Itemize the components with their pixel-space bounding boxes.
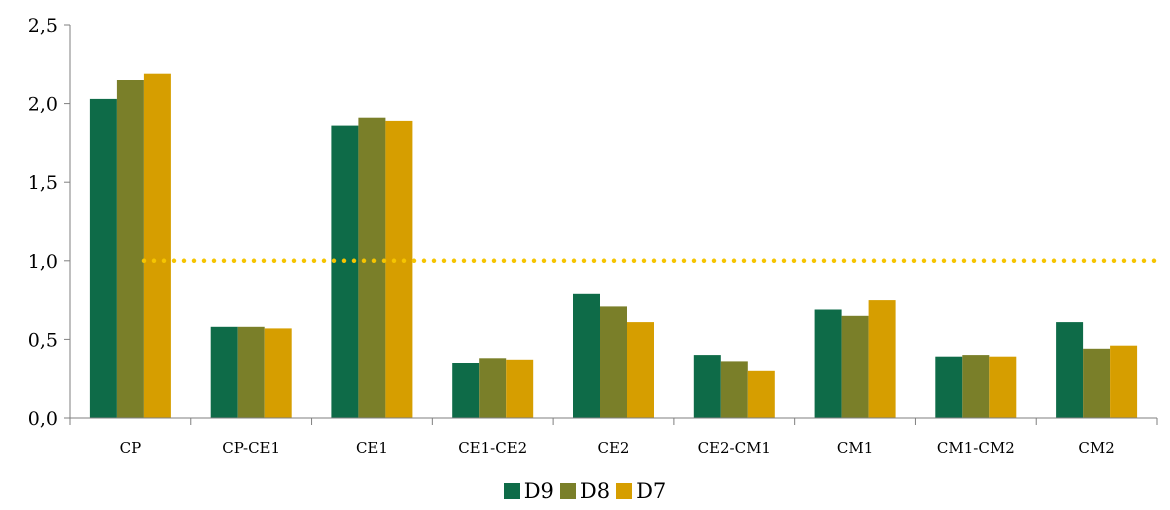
bar-d8-ce1 [358, 117, 386, 418]
x-tick-label: CE2 [598, 439, 630, 457]
bar-d9-cp-ce1 [210, 326, 238, 418]
x-tick-label: CM2 [1078, 439, 1114, 457]
x-tick-label: CP [120, 439, 142, 457]
bar-d8-cp [116, 80, 144, 418]
legend-item-d8: D8 [559, 479, 611, 503]
bar-d9-cp [89, 98, 117, 419]
bar-d9-cm2 [1056, 322, 1084, 418]
bar-d8-cm2 [1083, 348, 1111, 418]
bar-d9-ce2-cm1 [693, 355, 721, 418]
y-tick-label: 1,5 [28, 172, 58, 194]
legend-swatch-d8 [559, 483, 576, 499]
x-tick-label: CE2-CM1 [698, 439, 771, 457]
bars-layer [89, 73, 1138, 419]
axes-layer: 0,0 0,5 1,0 1,5 2,0 2,5 CP CP-CE1 CE1 CE1-CE2 CE2 C… [28, 15, 1158, 457]
x-tick-label: CE1 [356, 439, 388, 457]
y-tick-label: 2,5 [28, 15, 58, 37]
x-tick-label: CM1 [837, 439, 873, 457]
legend-item-d7: D7 [616, 479, 666, 503]
bar-d8-cp-ce1 [237, 326, 265, 418]
legend-item-d9: D9 [503, 479, 554, 503]
bar-d9-ce2 [573, 293, 600, 418]
bar-d7-cm1-cm2 [989, 356, 1017, 418]
bar-d7-ce2 [627, 322, 654, 418]
legend-label-d9: D9 [523, 479, 554, 503]
bar-d9-ce1 [331, 125, 359, 418]
bar-d8-ce1-ce2 [479, 358, 507, 418]
bar-d9-cm1-cm2 [935, 356, 963, 418]
x-tick-label: CE1-CE2 [458, 439, 527, 457]
bar-d8-ce2-cm1 [720, 361, 748, 418]
bar-d7-ce1-ce2 [506, 359, 534, 418]
bar-d8-ce2 [600, 306, 627, 418]
bar-d7-ce2-cm1 [747, 370, 775, 418]
legend-swatch-d9 [503, 483, 520, 499]
chart-canvas: 0,0 0,5 1,0 1,5 2,0 2,5 CP CP-CE1 CE1 CE1-CE2 CE2 C… [28, 15, 1159, 457]
bar-d7-ce1 [385, 120, 413, 419]
bar-d9-ce1-ce2 [452, 363, 480, 418]
y-tick-label: 2,0 [28, 94, 58, 116]
bar-d8-cm1-cm2 [962, 355, 990, 418]
bar-d7-cp-ce1 [264, 328, 292, 418]
bar-d7-cm1 [868, 300, 896, 418]
x-tick-label: CM1-CM2 [937, 439, 1015, 457]
y-tick-label: 0,0 [28, 408, 58, 430]
bar-d9-cm1 [814, 309, 842, 418]
legend: D9 D8 D7 [0, 476, 1170, 506]
legend-label-d8: D8 [579, 479, 611, 503]
legend-label-d7: D7 [636, 479, 667, 503]
legend-swatch-d7 [616, 483, 633, 499]
y-tick-label: 0,5 [28, 329, 58, 351]
x-tick-label: CP-CE1 [222, 439, 280, 457]
y-tick-label: 1,0 [28, 251, 58, 273]
bar-d7-cm2 [1110, 345, 1138, 418]
bar-d7-cp [143, 73, 171, 418]
bar-d8-cm1 [841, 315, 869, 418]
